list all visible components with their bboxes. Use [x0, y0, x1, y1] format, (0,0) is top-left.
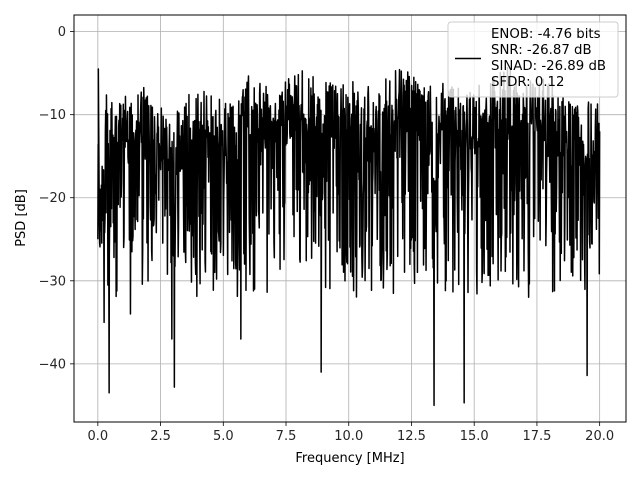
- y-axis-label: PSD [dB]: [14, 189, 29, 247]
- legend-sfdr: SFDR: 0.12: [491, 75, 564, 90]
- x-tick-label: 17.5: [522, 429, 551, 444]
- x-tick-label: 10.0: [334, 429, 363, 444]
- x-tick-label: 0.0: [87, 429, 108, 444]
- x-tick-label: 5.0: [213, 429, 234, 444]
- y-tick-label: −40: [39, 357, 66, 372]
- y-tick-label: 0: [58, 25, 66, 40]
- x-tick-label: 2.5: [150, 429, 171, 444]
- y-tick-label: −20: [39, 191, 66, 206]
- x-axis-label: Frequency [MHz]: [295, 451, 404, 466]
- x-tick-label: 7.5: [276, 429, 297, 444]
- y-axis: 0 −10 −20 −30 −40: [39, 25, 74, 372]
- axes-frame: [73, 14, 627, 423]
- legend-box: [447, 21, 619, 98]
- legend-sinad: SINAD: -26.89 dB: [491, 59, 606, 74]
- legend-snr: SNR: -26.87 dB: [491, 43, 592, 58]
- legend: ENOB: -4.76 bits SNR: -26.87 dB SINAD: -…: [447, 21, 619, 98]
- legend-enob: ENOB: -4.76 bits: [491, 27, 601, 42]
- x-tick-label: 15.0: [460, 429, 489, 444]
- y-tick-label: −10: [39, 108, 66, 123]
- x-tick-label: 12.5: [397, 429, 426, 444]
- y-tick-label: −30: [39, 274, 66, 289]
- x-axis: 0.0 2.5 5.0 7.5 10.0 12.5 15.0 17.5 20.0: [87, 422, 614, 444]
- x-tick-label: 20.0: [585, 429, 614, 444]
